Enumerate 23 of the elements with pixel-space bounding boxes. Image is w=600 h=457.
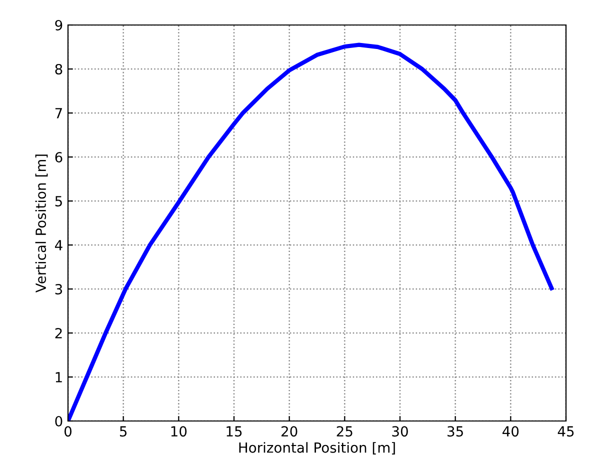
x-axis-title: Horizontal Position [m] <box>239 442 395 454</box>
x-tick-label: 30 <box>392 426 408 437</box>
y-tick-label: 2 <box>55 328 62 338</box>
y-tick-label: 0 <box>55 416 62 426</box>
y-tick-label: 4 <box>54 240 62 250</box>
x-tick-label: 5 <box>120 426 127 437</box>
y-tick-label: 9 <box>55 20 62 30</box>
x-tick-label: 45 <box>558 426 574 437</box>
y-tick-label: 1 <box>56 372 62 382</box>
x-tick-label: 35 <box>448 426 463 437</box>
x-tick-label: 0 <box>64 426 72 437</box>
y-tick-label: 8 <box>55 64 62 74</box>
x-tick-label: 15 <box>226 426 242 437</box>
line-series <box>68 42 554 421</box>
y-axis-title: Vertical Position [m] <box>35 154 48 293</box>
y-tick-label: 3 <box>55 284 62 294</box>
x-tick-label: 10 <box>171 426 187 437</box>
x-tick-label: 20 <box>282 426 298 437</box>
y-tick-label: 5 <box>55 196 62 206</box>
x-tick-label: 25 <box>336 426 352 437</box>
y-tick-label: 6 <box>55 152 62 162</box>
y-tick-label: 7 <box>55 108 62 118</box>
x-tick-label: 40 <box>502 426 519 437</box>
